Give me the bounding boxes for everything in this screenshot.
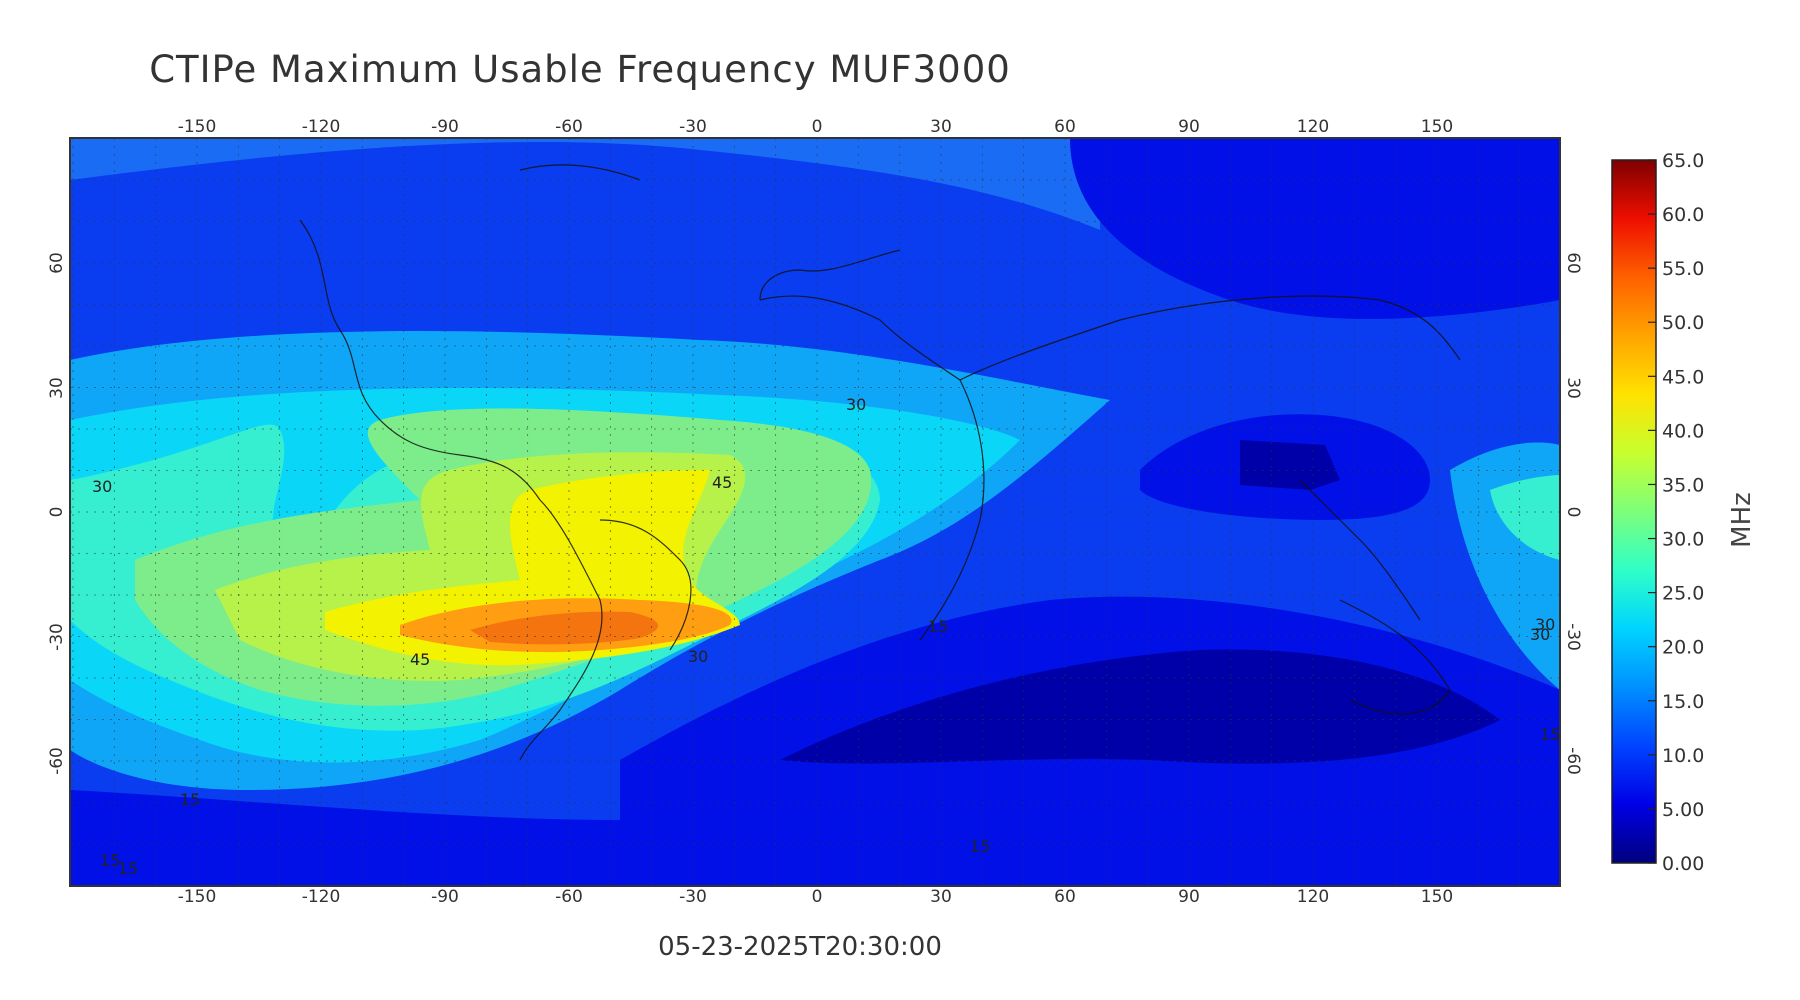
contour-labels: 30 45 45 30 30 30 15 15 15 15 15 30 15 [92, 395, 1560, 878]
lon-tick-top-0: 0 [812, 117, 823, 137]
timestamp: 05-23-2025T20:30:00 [658, 932, 942, 962]
map-title: CTIPe Maximum Usable Frequency MUF3000 [149, 48, 1011, 91]
lon-tick-bottom-90: 90 [1178, 887, 1200, 907]
lon-tick-bottom-120: 120 [1297, 887, 1329, 907]
lon-tick-top-150: 150 [1421, 117, 1453, 137]
colorbar-ticks: 65.0 60.0 55.0 50.0 45.0 40.0 35.0 30.0 25.0 20.0… [1648, 150, 1704, 875]
fill-level-60 [470, 611, 659, 645]
colorbar-tick-label: 25.0 [1662, 583, 1704, 605]
lon-tick-bottom-150: 150 [1421, 887, 1453, 907]
colorbar-tick-label: 50.0 [1662, 312, 1704, 334]
lat-labels-left: 60 30 0 -30 -60 [47, 252, 67, 775]
lon-labels-bottom: -150 -120 -90 -60 -30 0 30 60 90 120 150 [178, 887, 1454, 907]
contour-label: 15 [1540, 725, 1560, 744]
lat-tick-left-60: 60 [47, 252, 67, 274]
lon-tick-bottom-0: 0 [812, 887, 823, 907]
lat-tick-right-60: 60 [1563, 252, 1583, 274]
lon-labels-top: -150 -120 -90 -60 -30 0 30 60 90 120 150 [178, 117, 1454, 137]
lat-tick-left-0: 0 [47, 507, 67, 518]
contour-label: 30 [1535, 615, 1555, 634]
colorbar-tick-label: 35.0 [1662, 474, 1704, 496]
lon-tick-top-m150: -150 [178, 117, 217, 137]
lat-tick-right-m30: -30 [1563, 623, 1583, 651]
lat-labels-right: 60 30 0 -30 -60 [1563, 252, 1583, 775]
fill-level-5-southwest [70, 790, 620, 886]
map-frame [69, 137, 1561, 887]
contour-label: 30 [688, 647, 708, 666]
colorbar-tick-label: 55.0 [1662, 258, 1704, 280]
lon-tick-bottom-m90: -90 [431, 887, 459, 907]
colorbar-tick-label: 20.0 [1662, 637, 1704, 659]
contour-label: 30 [846, 395, 866, 414]
lon-tick-bottom-m120: -120 [302, 887, 341, 907]
lon-tick-top-60: 60 [1054, 117, 1076, 137]
colorbar-tick-label: 30.0 [1662, 529, 1704, 551]
colorbar-tick-label: 0.00 [1662, 853, 1704, 875]
contour-label: 45 [410, 650, 430, 669]
colorbar-tick-label: 65.0 [1662, 150, 1704, 172]
lon-tick-bottom-m150: -150 [178, 887, 217, 907]
contour-label: 15 [970, 837, 990, 856]
lon-tick-top-m120: -120 [302, 117, 341, 137]
fill-level-30-pacific [1490, 475, 1560, 560]
contour-label: 45 [712, 473, 732, 492]
lon-tick-top-m60: -60 [555, 117, 583, 137]
colorbar-tick-label: 40.0 [1662, 420, 1704, 442]
colorbar-tick-label: 60.0 [1662, 204, 1704, 226]
colorbar-gradient [1611, 159, 1657, 864]
lat-tick-left-30: 30 [47, 377, 67, 399]
contour-label: 30 [1530, 625, 1550, 644]
colorbar-tick-label: 5.00 [1662, 799, 1704, 821]
contour-label: 15 [928, 617, 948, 636]
lat-tick-left-m30: -30 [47, 623, 67, 651]
contour-label: 15 [118, 859, 138, 878]
lon-tick-top-90: 90 [1178, 117, 1200, 137]
lon-tick-top-m90: -90 [431, 117, 459, 137]
lon-tick-bottom-60: 60 [1054, 887, 1076, 907]
colorbar-unit-label: MHz [1727, 492, 1757, 548]
fill-level-0-asia [1240, 440, 1340, 490]
lat-tick-left-m60: -60 [47, 747, 67, 775]
lon-tick-top-120: 120 [1297, 117, 1329, 137]
lon-tick-bottom-m60: -60 [555, 887, 583, 907]
contour-label: 30 [92, 477, 112, 496]
fill-level-15-north [70, 138, 1100, 230]
lat-tick-right-0: 0 [1563, 507, 1583, 518]
fill-level-5-northeast [1070, 138, 1560, 319]
lon-tick-top-m30: -30 [679, 117, 707, 137]
contour-label: 15 [100, 851, 120, 870]
lon-tick-bottom-30: 30 [930, 887, 952, 907]
lon-tick-top-30: 30 [930, 117, 952, 137]
colorbar-tick-label: 45.0 [1662, 366, 1704, 388]
colorbar-tick-label: 15.0 [1662, 691, 1704, 713]
lon-tick-bottom-m30: -30 [679, 887, 707, 907]
lat-tick-right-30: 30 [1563, 377, 1583, 399]
contour-label: 15 [180, 790, 200, 809]
lat-tick-right-m60: -60 [1563, 747, 1583, 775]
colorbar-tick-label: 10.0 [1662, 745, 1704, 767]
colorbar: 65.0 60.0 55.0 50.0 45.0 40.0 35.0 30.0 25.0 20.0… [1611, 150, 1704, 875]
